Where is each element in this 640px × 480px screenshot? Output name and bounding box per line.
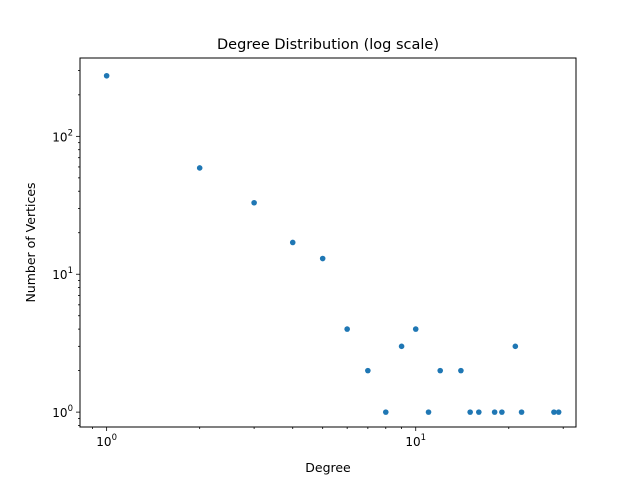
data-point [365,367,371,374]
data-point [382,409,389,415]
chart-title: Degree Distribution (log scale) [217,37,439,53]
data-point [437,367,444,374]
data-point [551,409,557,415]
data-point [467,409,473,415]
data-point [412,326,419,332]
y-axis-label: Number of Vertices [23,182,38,302]
data-point [251,199,257,206]
y-tick-label: 100 [52,404,73,420]
data-point [196,165,203,171]
axes-frame [79,57,577,428]
data-point [425,409,432,415]
data-point [518,409,525,415]
data-point [555,409,562,415]
data-point [398,343,405,350]
data-point [103,72,110,79]
y-tick-label: 102 [52,128,73,144]
x-axis-label: Degree [305,460,351,475]
data-point [458,367,464,374]
data-point [476,409,482,415]
data-point [491,409,498,415]
x-tick-label: 101 [405,433,426,449]
data-point [289,239,296,246]
data-point [319,255,326,262]
data-point [499,409,505,415]
data-point [344,326,350,332]
data-point [512,343,519,350]
y-tick-label: 101 [52,266,73,282]
x-tick-label: 100 [96,433,117,449]
